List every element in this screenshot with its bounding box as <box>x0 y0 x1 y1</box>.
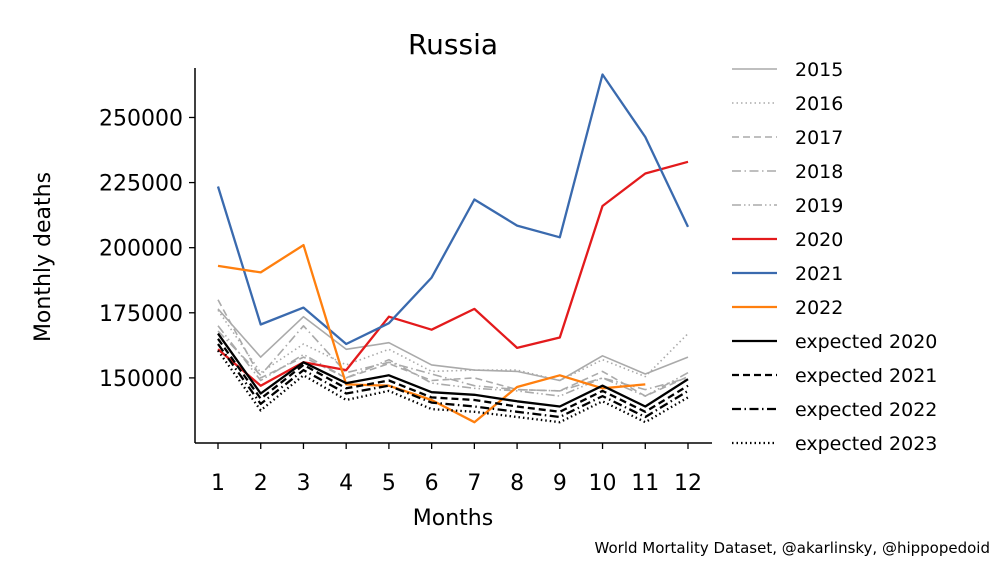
legend-label: 2018 <box>795 161 843 183</box>
series-line-2018 <box>217 324 689 392</box>
legend-label: 2022 <box>795 297 843 319</box>
x-axis-label: Months <box>413 506 493 531</box>
y-tick-label: 175000 <box>99 302 183 327</box>
series-line-expected-2020 <box>217 332 689 408</box>
x-tick-label: 2 <box>254 471 268 496</box>
legend-label: 2017 <box>795 127 843 149</box>
legend-label: expected 2020 <box>795 331 937 353</box>
series-line-expected-2021 <box>217 338 689 413</box>
x-tick-label: 4 <box>339 471 353 496</box>
legend-label: 2015 <box>795 59 843 81</box>
x-tick-label: 8 <box>510 471 524 496</box>
legend-label: 2020 <box>795 229 843 251</box>
legend-label: 2016 <box>795 93 843 115</box>
y-tick-label: 250000 <box>99 106 183 131</box>
series-line-expected-2022 <box>217 343 689 419</box>
axis-ticks: 1 2 3 4 5 6 7 8 9 10 11 121500001750002000002250002… <box>99 106 702 496</box>
x-tick-label: 10 <box>589 471 617 496</box>
x-tick-label: 7 <box>467 471 481 496</box>
legend-label: expected 2021 <box>795 365 937 387</box>
legend: 2015 2016 2017 2018 2019 2020 2021 2022 expected… <box>732 59 937 455</box>
legend-label: 2019 <box>795 195 843 217</box>
series-lines <box>216 73 690 424</box>
x-tick-label: 12 <box>674 471 702 496</box>
legend-label: 2021 <box>795 263 843 285</box>
x-tick-label: 6 <box>425 471 439 496</box>
series-line-2022 <box>217 243 646 424</box>
series-line-2015 <box>217 308 689 382</box>
x-tick-label: 5 <box>382 471 396 496</box>
source-credit: World Mortality Dataset, @akarlinsky, @h… <box>594 539 990 557</box>
chart-title: Russia <box>408 28 498 61</box>
x-tick-label: 11 <box>631 471 659 496</box>
series-line-2019 <box>217 325 689 397</box>
series-line-2021 <box>216 73 690 346</box>
y-axis-label: Monthly deaths <box>31 172 56 342</box>
x-tick-label: 1 <box>211 471 225 496</box>
x-tick-label: 9 <box>553 471 567 496</box>
legend-label: expected 2023 <box>795 433 937 455</box>
y-tick-label: 150000 <box>99 367 183 392</box>
y-tick-label: 200000 <box>99 237 183 262</box>
y-tick-label: 225000 <box>99 172 183 197</box>
series-line-2020 <box>217 160 689 387</box>
legend-label: expected 2022 <box>795 399 937 421</box>
x-tick-label: 3 <box>296 471 310 496</box>
